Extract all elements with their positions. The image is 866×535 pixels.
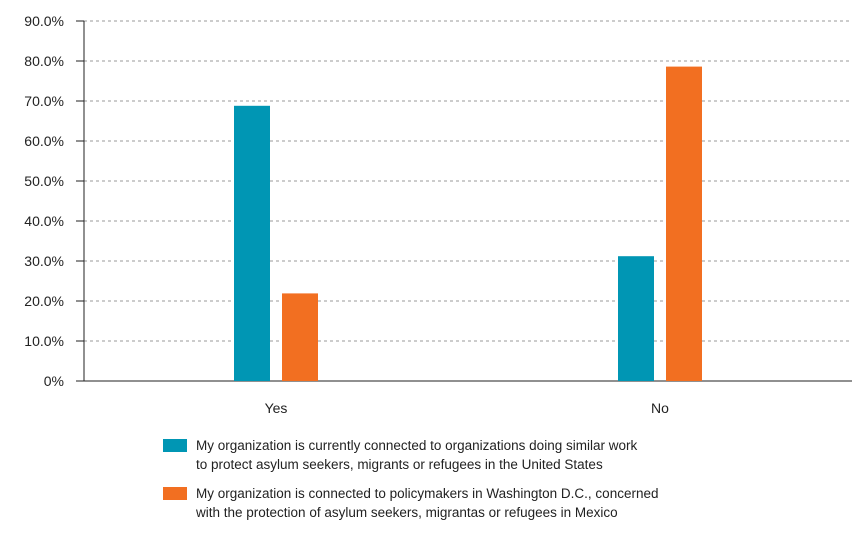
y-tick-label: 10.0% xyxy=(24,333,64,349)
y-tick-label: 60.0% xyxy=(24,133,64,149)
gridlines xyxy=(84,20,852,342)
x-axis-tick-labels: Yes No xyxy=(265,400,670,416)
y-tick-label: 50.0% xyxy=(24,173,64,189)
bar-yes-series-2 xyxy=(282,293,318,381)
legend-item-series-2: My organization is connected to policyma… xyxy=(163,484,783,522)
y-tick-label: 30.0% xyxy=(24,253,64,269)
y-tick-label: 0% xyxy=(44,373,64,389)
axes xyxy=(76,20,852,382)
legend-label-series-1: My organization is currently connected t… xyxy=(196,438,638,472)
legend-item-series-1: My organization is currently connected t… xyxy=(163,436,783,474)
y-tick-label: 80.0% xyxy=(24,53,64,69)
legend-label-series-2: My organization is connected to policyma… xyxy=(196,486,659,520)
bar-chart: 0% 10.0% 20.0% 30.0% 40.0% 50.0% 60.0% 70.0% 80.… xyxy=(24,13,852,416)
y-tick-label: 70.0% xyxy=(24,93,64,109)
bar-no-series-2 xyxy=(666,66,702,381)
legend-swatch-series-2 xyxy=(163,487,187,500)
legend: My organization is currently connected t… xyxy=(163,436,783,532)
x-tick-label: No xyxy=(651,400,669,416)
y-tick-label: 40.0% xyxy=(24,213,64,229)
bars xyxy=(234,66,702,382)
y-tick-label: 20.0% xyxy=(24,293,64,309)
y-axis-tick-labels: 0% 10.0% 20.0% 30.0% 40.0% 50.0% 60.0% 70.0% 80.… xyxy=(24,13,64,389)
bar-yes-series-1 xyxy=(234,105,270,382)
y-tick-label: 90.0% xyxy=(24,13,64,29)
x-tick-label: Yes xyxy=(265,400,288,416)
bar-no-series-1 xyxy=(618,256,654,381)
legend-swatch-series-1 xyxy=(163,439,187,452)
